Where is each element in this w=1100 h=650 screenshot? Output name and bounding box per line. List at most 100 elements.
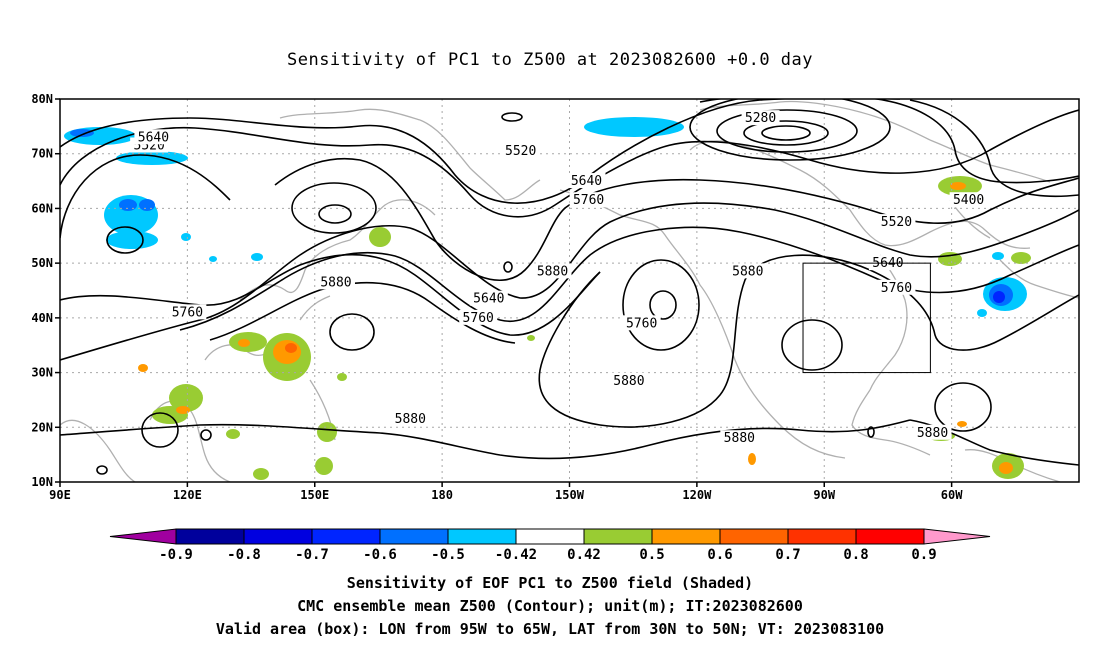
contour-label: 5760 bbox=[573, 193, 604, 208]
colorbar-swatch bbox=[379, 528, 449, 545]
shade-patch bbox=[748, 453, 756, 465]
caption-line-1: Sensitivity of EOF PC1 to Z500 field (Sh… bbox=[346, 574, 754, 592]
colorbar-label: -0.8 bbox=[227, 547, 261, 563]
contour-label: 5880 bbox=[537, 264, 568, 279]
colorbar-label: 0.8 bbox=[843, 547, 868, 563]
contour-label-bg bbox=[501, 142, 540, 158]
contour-label: 5640 bbox=[473, 292, 504, 307]
contour-label: 5880 bbox=[724, 431, 755, 446]
shade-patch bbox=[992, 252, 1004, 260]
valid-area-box bbox=[802, 262, 931, 374]
colorbar-label: -0.9 bbox=[159, 547, 193, 563]
colorbar-swatch bbox=[175, 528, 245, 545]
x-tick-label: 150W bbox=[555, 488, 585, 502]
colorbar-swatch bbox=[583, 528, 653, 545]
shade-patch bbox=[1011, 252, 1031, 264]
shade-patch bbox=[957, 421, 967, 427]
contour-label: 5640 bbox=[571, 174, 602, 189]
y-axis: 80N 70N 60N 50N 40N 30N 20N 10N bbox=[31, 92, 60, 489]
colorbar-over-triangle bbox=[923, 528, 991, 545]
colorbar-label: 0.6 bbox=[707, 547, 732, 563]
contour-label-bg bbox=[459, 309, 498, 325]
contour-label: 5880 bbox=[732, 264, 763, 279]
contour-label: 5760 bbox=[626, 316, 657, 331]
contour-label-bg bbox=[720, 430, 759, 446]
shade-patch bbox=[999, 462, 1013, 474]
colorbar: -0.9 -0.8 -0.7 -0.6 -0.5 -0.42 0.42 0.5 0.6 0.7 0.… bbox=[109, 528, 991, 563]
shade-patch bbox=[138, 364, 148, 372]
contour-label-bg bbox=[469, 290, 508, 306]
x-tick-label: 120E bbox=[173, 488, 202, 502]
shade-patch bbox=[119, 199, 137, 211]
x-tick-label: 120W bbox=[682, 488, 712, 502]
shade-patch bbox=[273, 340, 301, 364]
contour-label-bg bbox=[913, 424, 952, 440]
colorbar-label: -0.6 bbox=[363, 547, 397, 563]
shade-patch bbox=[226, 429, 240, 439]
gridlines bbox=[60, 99, 1079, 482]
shade-patch bbox=[527, 335, 535, 341]
x-axis: 90E 120E 150E 180 150W 120W 90W 60W bbox=[49, 482, 963, 502]
colorbar-swatch bbox=[243, 528, 313, 545]
contour-label: 5520 bbox=[881, 215, 912, 230]
shade-patch bbox=[977, 309, 987, 317]
shade-patch bbox=[285, 343, 297, 353]
colorbar-label: 0.9 bbox=[911, 547, 936, 563]
y-tick-label: 40N bbox=[31, 311, 53, 325]
colorbar-swatch bbox=[719, 528, 789, 545]
shade-patch bbox=[176, 406, 190, 414]
contour-label-bg bbox=[741, 110, 780, 126]
shade-patch bbox=[253, 468, 269, 480]
contour-label: 5880 bbox=[613, 374, 644, 389]
shade-patch bbox=[238, 339, 250, 347]
shade-patch bbox=[251, 253, 263, 261]
contour-label: 5760 bbox=[463, 311, 494, 326]
contour-label-bg bbox=[567, 173, 606, 189]
x-tick-label: 90E bbox=[49, 488, 71, 502]
shade-patch bbox=[337, 373, 347, 381]
colorbar-label: -0.7 bbox=[295, 547, 329, 563]
colorbar-swatch bbox=[787, 528, 857, 545]
colorbar-swatch bbox=[311, 528, 381, 545]
contour-label-bg bbox=[868, 255, 907, 271]
colorbar-label: 0.7 bbox=[775, 547, 800, 563]
y-tick-label: 20N bbox=[31, 420, 53, 434]
y-tick-label: 70N bbox=[31, 147, 53, 161]
map-title: Sensitivity of PC1 to Z500 at 2023082600… bbox=[286, 50, 813, 70]
y-tick-label: 80N bbox=[31, 92, 53, 106]
contour-label: 5760 bbox=[172, 305, 203, 320]
colorbar-label: 0.42 bbox=[567, 547, 601, 563]
colorbar-label: -0.5 bbox=[431, 547, 465, 563]
contour-label: 5760 bbox=[881, 281, 912, 296]
shade-patch bbox=[950, 182, 966, 190]
shade-patch bbox=[70, 129, 94, 137]
contour-label-bg bbox=[391, 411, 430, 427]
colorbar-swatch bbox=[515, 528, 585, 545]
shade-patch bbox=[369, 227, 391, 247]
contour-label-bg bbox=[609, 372, 648, 388]
shade-patch bbox=[993, 291, 1005, 303]
coastlines bbox=[60, 100, 1079, 482]
contour-label-bg bbox=[728, 263, 767, 279]
y-tick-label: 50N bbox=[31, 256, 53, 270]
x-tick-label: 60W bbox=[941, 488, 963, 502]
contour-label: 5880 bbox=[917, 426, 948, 441]
shade-patch bbox=[315, 457, 333, 475]
x-tick-label: 150E bbox=[300, 488, 329, 502]
caption-line-2: CMC ensemble mean Z500 (Contour); unit(m… bbox=[297, 597, 803, 615]
y-tick-label: 60N bbox=[31, 201, 53, 215]
contour-label-bg bbox=[134, 129, 173, 145]
contour-label: 5880 bbox=[320, 275, 351, 290]
contour-label: 5640 bbox=[138, 130, 169, 145]
contour-label-bg bbox=[622, 315, 661, 331]
shade-patch bbox=[181, 233, 191, 241]
y-tick-label: 30N bbox=[31, 366, 53, 380]
caption-line-3: Valid area (box): LON from 95W to 65W, L… bbox=[215, 620, 885, 638]
contour-label-bg bbox=[316, 274, 355, 290]
shade-patch bbox=[139, 199, 155, 211]
contour-label: 5400 bbox=[953, 193, 984, 208]
contour-label-bg bbox=[569, 192, 608, 208]
colorbar-label: 0.5 bbox=[639, 547, 664, 563]
